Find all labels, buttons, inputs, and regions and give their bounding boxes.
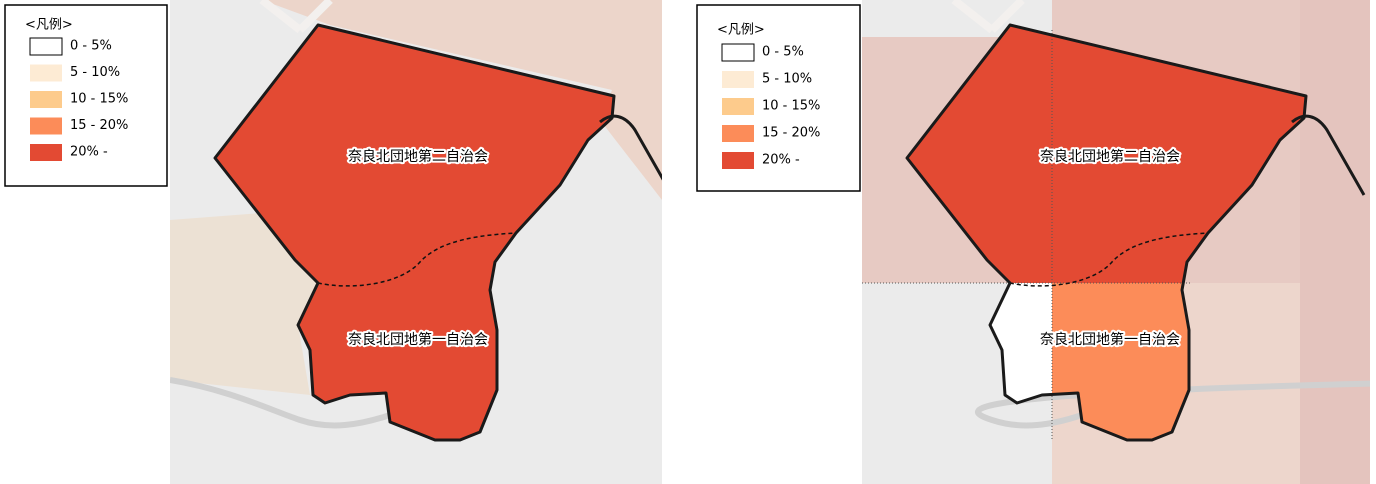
legend-swatch xyxy=(30,144,62,161)
region-label: 奈良北団地第二自治会 xyxy=(1040,148,1180,165)
legend-swatch xyxy=(30,91,62,108)
district xyxy=(907,25,1306,283)
legend-swatch xyxy=(30,64,62,82)
legend-label: 10 - 15% xyxy=(762,99,820,114)
boundary xyxy=(905,23,1308,442)
legend-title: <凡例> xyxy=(717,23,765,38)
legend-label: 15 - 20% xyxy=(762,126,820,141)
legend-label: 15 - 20% xyxy=(70,118,128,133)
legend-title: <凡例> xyxy=(25,18,73,33)
boundary xyxy=(213,23,616,442)
grid-cell xyxy=(1300,0,1370,484)
boundary xyxy=(317,232,517,287)
legend-swatch xyxy=(722,152,754,169)
legend-swatch xyxy=(722,98,754,115)
road xyxy=(951,0,1025,34)
legend-label: 5 - 10% xyxy=(70,65,120,80)
road xyxy=(170,377,391,429)
legend-swatch xyxy=(29,37,63,56)
district xyxy=(1052,283,1189,440)
road xyxy=(259,0,333,34)
district xyxy=(990,283,1052,403)
boundary xyxy=(1009,232,1209,287)
region-label: 奈良北団地第二自治会 xyxy=(348,148,488,165)
grid-line xyxy=(862,30,1192,440)
legend-label: 0 - 5% xyxy=(762,45,804,60)
legend-swatch xyxy=(721,43,755,62)
area-shade xyxy=(262,0,662,200)
road-outline xyxy=(599,114,662,181)
legend-swatch xyxy=(722,125,754,142)
district xyxy=(215,25,614,440)
legend-swatch xyxy=(722,71,754,88)
legend-label: 20% - xyxy=(70,145,108,160)
area-shade xyxy=(170,210,318,395)
region-label: 奈良北団地第一自治会 xyxy=(1040,331,1180,348)
legend-label: 20% - xyxy=(762,153,800,168)
legend-label: 0 - 5% xyxy=(70,39,112,54)
road-outline xyxy=(1291,114,1366,196)
region-label: 奈良北団地第一自治会 xyxy=(348,331,488,348)
legend-swatch xyxy=(30,117,62,135)
legend-label: 10 - 15% xyxy=(70,92,128,107)
road xyxy=(975,380,1370,429)
legend-label: 5 - 10% xyxy=(762,72,812,87)
